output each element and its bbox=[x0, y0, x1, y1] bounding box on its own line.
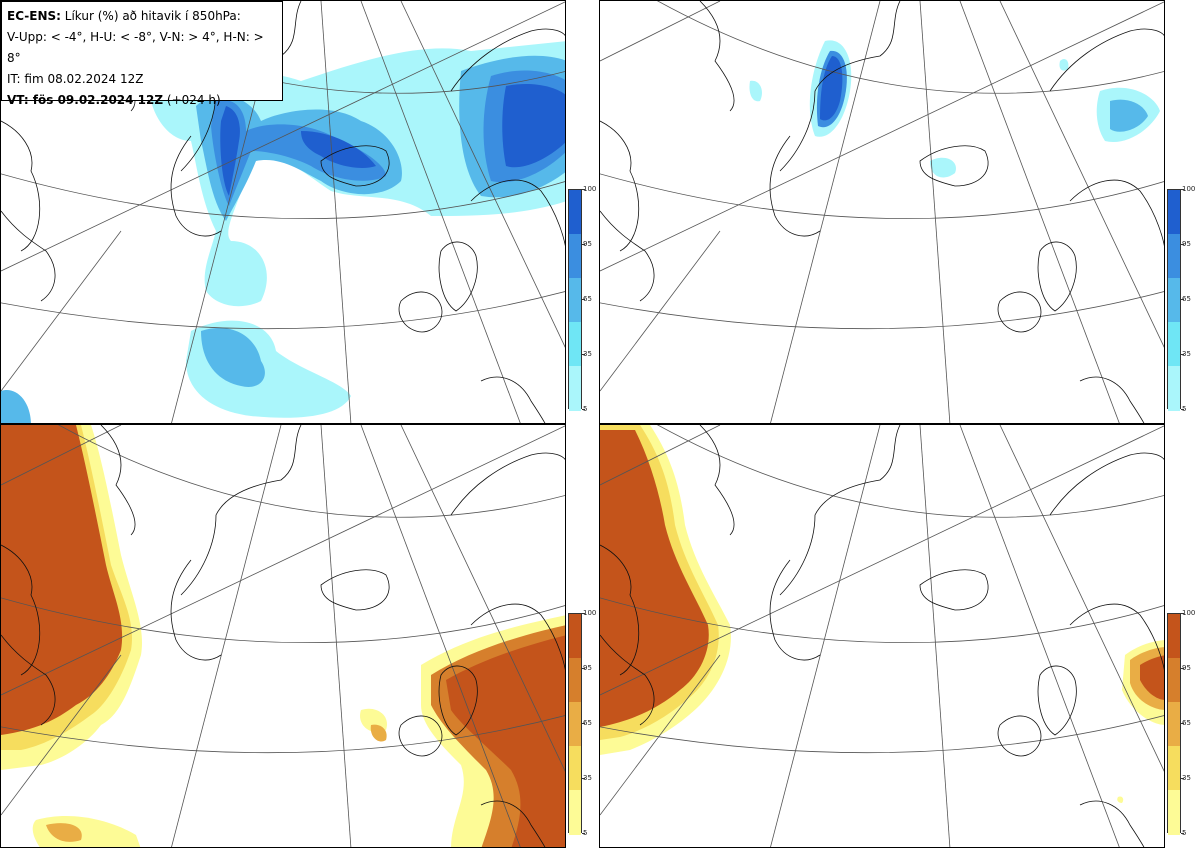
colorbar-tick-mark bbox=[1181, 723, 1184, 724]
colorbar-tick-mark bbox=[1181, 299, 1184, 300]
map-warm-plus4 bbox=[1, 425, 565, 847]
map-panel-warm-plus4 bbox=[0, 424, 566, 848]
colorbar-gradient bbox=[568, 613, 582, 835]
colorbar-cold-1: 100 95 65 35 5 bbox=[568, 185, 608, 413]
probability-field bbox=[600, 425, 1164, 803]
colorbar-tick-mark bbox=[582, 244, 585, 245]
graticule bbox=[600, 1, 1164, 423]
map-panel-cold-minus8 bbox=[599, 0, 1165, 424]
colorbar-tick-label: 95 bbox=[583, 240, 592, 248]
colorbar-tick-mark bbox=[582, 613, 585, 614]
coastlines bbox=[600, 1, 1164, 423]
colorbar-tick-label: 100 bbox=[1182, 609, 1196, 617]
colorbar-warm-1: 100 95 65 35 5 bbox=[568, 609, 608, 837]
colorbar-tick-mark bbox=[1181, 778, 1184, 779]
thresholds-label: V-Upp: < -4°, H-U: < -8°, V-N: > 4°, H-N… bbox=[7, 30, 264, 65]
colorbar-tick-label: 100 bbox=[583, 609, 597, 617]
coastlines bbox=[600, 425, 1164, 847]
colorbar-segment bbox=[1168, 702, 1180, 747]
colorbar-tick-mark bbox=[1181, 409, 1184, 410]
colorbar-tick-mark bbox=[582, 668, 585, 669]
colorbar-segment bbox=[569, 234, 581, 279]
colorbar-tick-mark bbox=[582, 354, 585, 355]
colorbar-segment bbox=[569, 746, 581, 791]
colorbar-tick-mark bbox=[1181, 833, 1184, 834]
colorbar-cold-2: 100 95 65 35 5 bbox=[1167, 185, 1200, 413]
colorbar-tick-mark bbox=[582, 723, 585, 724]
colorbar-segment bbox=[1168, 658, 1180, 703]
graticule bbox=[600, 425, 1164, 847]
colorbar-tick-label: 35 bbox=[583, 774, 592, 782]
colorbar-segment bbox=[569, 278, 581, 323]
colorbar-tick-mark bbox=[582, 833, 585, 834]
map-info-box: EC-ENS: Líkur (%) að hitavik í 850hPa: V… bbox=[1, 1, 283, 107]
colorbar-tick-mark bbox=[582, 189, 585, 190]
colorbar-tick-label: 5 bbox=[1182, 829, 1187, 837]
colorbar-segment bbox=[1168, 366, 1180, 411]
map-warm-plus8 bbox=[600, 425, 1164, 847]
model-label: EC-ENS: bbox=[7, 9, 61, 23]
initial-time-label: IT: fim 08.02.2024 12Z bbox=[7, 72, 144, 86]
colorbar-tick-mark bbox=[1181, 613, 1184, 614]
lead-time-label: (+024 h) bbox=[166, 93, 221, 107]
colorbar-segment bbox=[569, 702, 581, 747]
colorbar-tick-label: 100 bbox=[1182, 185, 1196, 193]
colorbar-tick-label: 65 bbox=[583, 295, 592, 303]
colorbar-tick-label: 65 bbox=[1182, 295, 1191, 303]
colorbar-tick-mark bbox=[1181, 354, 1184, 355]
colorbar-tick-label: 95 bbox=[583, 664, 592, 672]
colorbar-segment bbox=[1168, 322, 1180, 367]
colorbar-warm-2: 100 95 65 35 5 bbox=[1167, 609, 1200, 837]
colorbar-tick-mark bbox=[1181, 189, 1184, 190]
colorbar-gradient bbox=[1167, 613, 1181, 835]
colorbar-tick-label: 5 bbox=[583, 405, 588, 413]
description-label: Líkur (%) að hitavik í 850hPa: bbox=[64, 9, 241, 23]
colorbar-tick-mark bbox=[1181, 244, 1184, 245]
colorbar-tick-label: 100 bbox=[583, 185, 597, 193]
map-cold-minus4 bbox=[1, 1, 565, 423]
colorbar-segment bbox=[1168, 234, 1180, 279]
colorbar-segment bbox=[1168, 614, 1180, 659]
colorbar-tick-label: 35 bbox=[1182, 350, 1191, 358]
colorbar-segment bbox=[569, 790, 581, 835]
colorbar-segment bbox=[569, 614, 581, 659]
graticule bbox=[1, 1, 565, 423]
colorbar-tick-label: 5 bbox=[583, 829, 588, 837]
probability-field bbox=[1, 425, 565, 847]
colorbar-segment bbox=[569, 366, 581, 411]
colorbar-segment bbox=[1168, 190, 1180, 235]
probability-field bbox=[1, 41, 565, 423]
colorbar-tick-mark bbox=[1181, 668, 1184, 669]
colorbar-segment bbox=[569, 322, 581, 367]
colorbar-tick-mark bbox=[582, 409, 585, 410]
graticule bbox=[1, 425, 565, 847]
valid-time-label: VT: fös 09.02.2024 12Z bbox=[7, 93, 164, 107]
colorbar-tick-label: 95 bbox=[1182, 664, 1191, 672]
colorbar-segment bbox=[569, 658, 581, 703]
map-panel-warm-plus8 bbox=[599, 424, 1165, 848]
colorbar-tick-mark bbox=[582, 299, 585, 300]
coastlines bbox=[1, 425, 565, 847]
colorbar-segment bbox=[1168, 278, 1180, 323]
colorbar-segment bbox=[569, 190, 581, 235]
colorbar-segment bbox=[1168, 790, 1180, 835]
colorbar-segment bbox=[1168, 746, 1180, 791]
colorbar-tick-label: 65 bbox=[583, 719, 592, 727]
colorbar-tick-label: 5 bbox=[1182, 405, 1187, 413]
map-panel-cold-minus4: EC-ENS: Líkur (%) að hitavik í 850hPa: V… bbox=[0, 0, 566, 424]
colorbar-gradient bbox=[1167, 189, 1181, 411]
probability-field bbox=[749, 40, 1160, 178]
colorbar-tick-mark bbox=[582, 778, 585, 779]
colorbar-tick-label: 35 bbox=[1182, 774, 1191, 782]
colorbar-gradient bbox=[568, 189, 582, 411]
colorbar-tick-label: 35 bbox=[583, 350, 592, 358]
map-cold-minus8 bbox=[600, 1, 1164, 423]
colorbar-tick-label: 65 bbox=[1182, 719, 1191, 727]
colorbar-tick-label: 95 bbox=[1182, 240, 1191, 248]
